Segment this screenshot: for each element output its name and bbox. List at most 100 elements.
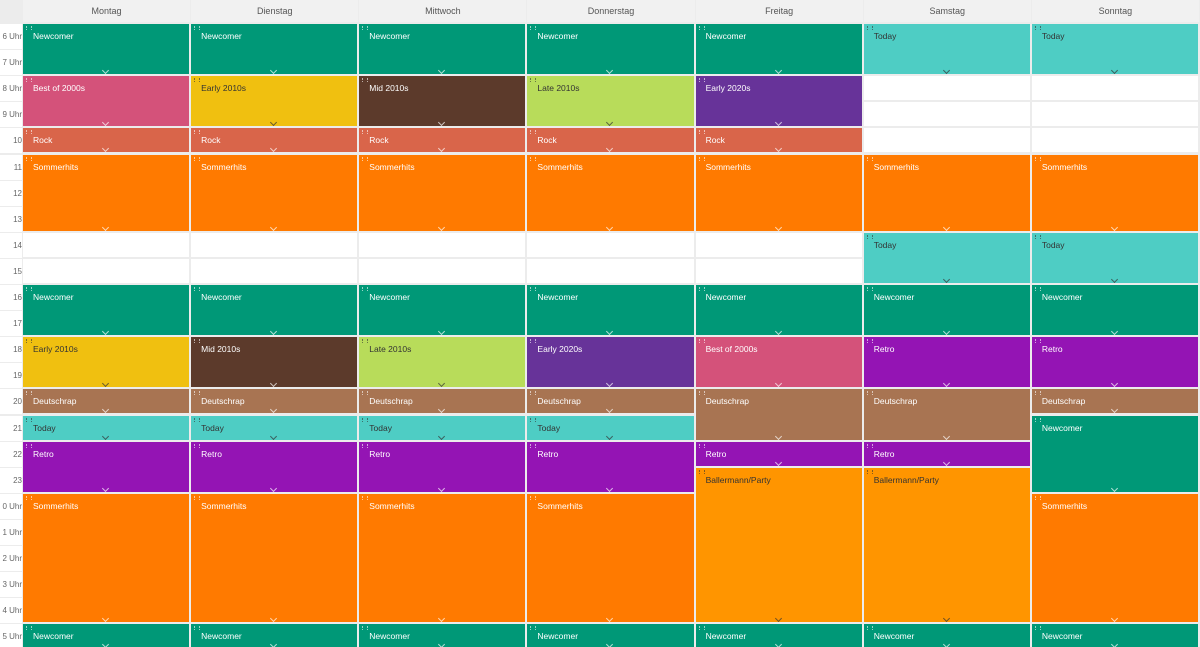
show-block[interactable]: Newcomer <box>863 624 1030 647</box>
show-block[interactable]: Newcomer <box>695 24 862 75</box>
show-block[interactable]: Newcomer <box>527 285 694 336</box>
show-block[interactable]: Deutschrap <box>359 389 526 414</box>
show-block[interactable]: Sommerhits <box>695 154 862 231</box>
expand-chevron <box>942 328 950 336</box>
show-block[interactable]: Today <box>23 415 190 440</box>
drag-handle <box>26 287 32 291</box>
show-block[interactable]: Sommerhits <box>527 493 694 623</box>
show-block[interactable]: Sommerhits <box>191 154 358 231</box>
show-block[interactable]: Late 2010s <box>527 76 694 127</box>
show-block[interactable]: Mid 2010s <box>191 337 358 388</box>
expand-chevron <box>606 145 614 153</box>
show-block[interactable]: Early 2010s <box>23 337 190 388</box>
show-block[interactable]: Newcomer <box>191 285 358 336</box>
expand-chevron <box>606 67 614 75</box>
show-block[interactable]: Today <box>359 415 526 440</box>
expand-chevron <box>438 615 446 623</box>
show-block[interactable]: Deutschrap <box>863 389 1030 440</box>
show-block[interactable]: Sommerhits <box>191 493 358 623</box>
show-block[interactable]: Newcomer <box>863 285 1030 336</box>
drag-handle <box>26 130 32 135</box>
show-block[interactable]: Newcomer <box>191 624 358 647</box>
show-block[interactable]: Today <box>527 415 694 440</box>
show-block[interactable]: Retro <box>23 441 190 492</box>
drag-handle <box>194 417 201 422</box>
show-block[interactable]: Retro <box>863 441 1030 466</box>
show-block[interactable]: Newcomer <box>695 285 862 336</box>
show-block[interactable]: Newcomer <box>23 624 190 647</box>
show-block[interactable]: Ballermann/Party <box>863 467 1030 623</box>
show-block[interactable]: Deutschrap <box>1031 389 1198 414</box>
hour-label: 8 Uhr <box>0 76 22 102</box>
show-block[interactable]: Newcomer <box>359 285 526 336</box>
expand-chevron <box>102 145 110 153</box>
show-block[interactable]: Rock <box>695 128 862 153</box>
empty-slot <box>695 258 862 283</box>
show-block[interactable]: Newcomer <box>191 24 358 75</box>
show-block[interactable]: Early 2020s <box>527 337 694 388</box>
drag-handle <box>1034 287 1041 291</box>
show-title: Sommerhits <box>705 161 751 172</box>
show-block[interactable]: Today <box>863 24 1030 75</box>
show-block[interactable]: Sommerhits <box>23 493 190 623</box>
expand-chevron <box>438 223 446 231</box>
show-block[interactable]: Deutschrap <box>695 389 862 440</box>
expand-chevron <box>270 380 278 388</box>
show-block[interactable]: Rock <box>359 128 526 153</box>
show-block[interactable]: Sommerhits <box>863 154 1030 231</box>
show-block[interactable]: Newcomer <box>1031 285 1198 336</box>
show-block[interactable]: Newcomer <box>23 285 190 336</box>
show-block[interactable]: Ballermann/Party <box>695 467 862 623</box>
show-title: Newcomer <box>705 292 747 302</box>
show-block[interactable]: Newcomer <box>359 624 526 647</box>
show-block[interactable]: Today <box>191 415 358 440</box>
show-block[interactable]: Rock <box>191 128 358 153</box>
show-block[interactable]: Early 2010s <box>191 76 358 127</box>
show-block[interactable]: Newcomer <box>23 24 190 75</box>
day-header: Dienstag <box>191 0 359 22</box>
show-block[interactable]: Newcomer <box>359 24 526 75</box>
show-block[interactable]: Newcomer <box>695 624 862 647</box>
show-block[interactable]: Rock <box>23 128 190 153</box>
show-block[interactable]: Mid 2010s <box>359 76 526 127</box>
show-block[interactable]: Newcomer <box>1031 415 1198 492</box>
show-block[interactable]: Late 2010s <box>359 337 526 388</box>
show-block[interactable]: Today <box>1031 24 1198 75</box>
drag-handle <box>362 391 369 396</box>
show-block[interactable]: Sommerhits <box>1031 493 1198 623</box>
show-title: Newcomer <box>369 31 410 41</box>
show-block[interactable]: Rock <box>527 128 694 153</box>
empty-slot <box>863 76 1030 101</box>
show-block[interactable]: Sommerhits <box>359 154 526 231</box>
show-block[interactable]: Deutschrap <box>527 389 694 414</box>
show-block[interactable]: Retro <box>863 337 1030 388</box>
show-block[interactable]: Sommerhits <box>527 154 694 231</box>
expand-chevron <box>270 432 278 440</box>
show-block[interactable]: Deutschrap <box>191 389 358 414</box>
show-block[interactable]: Today <box>863 232 1030 283</box>
expand-chevron <box>942 275 950 283</box>
show-block[interactable]: Retro <box>1031 337 1198 388</box>
show-block[interactable]: Sommerhits <box>23 154 190 231</box>
show-block[interactable]: Sommerhits <box>1031 154 1198 231</box>
show-block[interactable]: Best of 2000s <box>23 76 190 127</box>
show-block[interactable]: Deutschrap <box>23 389 190 414</box>
drag-handle <box>26 78 32 83</box>
show-block[interactable]: Newcomer <box>527 624 694 647</box>
show-block[interactable]: Newcomer <box>527 24 694 75</box>
show-block[interactable]: Newcomer <box>1031 624 1198 647</box>
show-block[interactable]: Best of 2000s <box>695 337 862 388</box>
show-block[interactable]: Early 2020s <box>695 76 862 127</box>
show-block[interactable]: Sommerhits <box>359 493 526 623</box>
show-block[interactable]: Today <box>1031 232 1198 283</box>
hour-label: 21 Uhr <box>0 415 22 458</box>
expand-chevron <box>1110 223 1118 231</box>
show-title: Retro <box>1041 344 1063 355</box>
expand-chevron <box>102 432 110 440</box>
drag-handle <box>1034 26 1041 30</box>
show-block[interactable]: Retro <box>359 441 526 492</box>
show-title: Best of 2000s <box>33 83 85 94</box>
show-block[interactable]: Retro <box>695 441 862 466</box>
show-block[interactable]: Retro <box>191 441 358 492</box>
show-block[interactable]: Retro <box>527 441 694 492</box>
